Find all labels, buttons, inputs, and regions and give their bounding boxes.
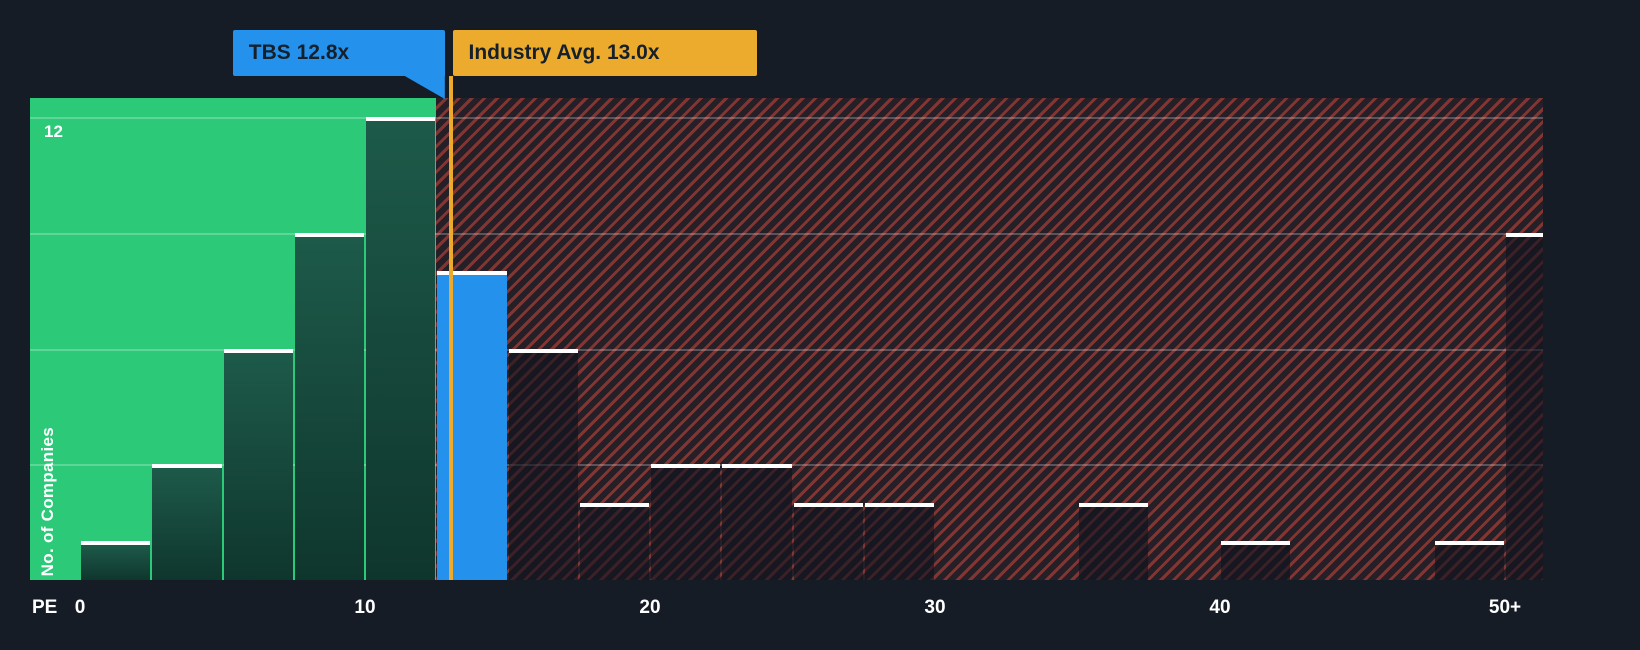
- histogram-bar-0[interactable]: [81, 541, 151, 580]
- x-axis-title: PE: [32, 597, 58, 618]
- y-axis-max-label: 12: [44, 122, 63, 141]
- histogram-bar-7.5[interactable]: [294, 232, 364, 580]
- x-tick-40: 40: [1209, 597, 1231, 618]
- x-tick-10: 10: [354, 597, 376, 618]
- histogram-bar-50[interactable]: [1506, 232, 1543, 580]
- histogram-bar-27.5[interactable]: [864, 502, 934, 580]
- industry-avg-marker-line: [448, 76, 453, 580]
- industry-avg-flag-label: Industry Avg. 13.0x: [468, 41, 660, 64]
- gridline-6: [30, 348, 1543, 351]
- plot-area: 12 No. of Companies: [30, 98, 1543, 580]
- x-tick-20: 20: [639, 597, 661, 618]
- histogram-bar-40[interactable]: [1221, 541, 1291, 580]
- gridline-9: [30, 232, 1543, 235]
- x-tick-50+: 50+: [1488, 597, 1522, 618]
- histogram-bar-15[interactable]: [508, 348, 578, 580]
- bars-layer: [30, 98, 1543, 580]
- industry-avg-flag: Industry Avg. 13.0x: [452, 30, 757, 76]
- histogram-bar-25[interactable]: [793, 502, 863, 580]
- histogram-bar-10[interactable]: [366, 117, 436, 580]
- x-tick-30: 30: [924, 597, 946, 618]
- histogram-bar-2.5[interactable]: [152, 464, 222, 580]
- histogram-bar-22.5[interactable]: [722, 464, 792, 580]
- histogram-bar-20[interactable]: [651, 464, 721, 580]
- histogram-bar-5[interactable]: [223, 348, 293, 580]
- histogram-bar-17.5[interactable]: [579, 502, 649, 580]
- company-pe-flag-label: TBS 12.8x: [248, 41, 350, 64]
- above-average-region: [436, 98, 1543, 580]
- histogram-bar-35[interactable]: [1078, 502, 1148, 580]
- histogram-bar-47.5[interactable]: [1434, 541, 1504, 580]
- x-tick-0: 0: [74, 597, 86, 618]
- x-axis: PE 0 10 20 30 40 50+: [0, 597, 1640, 627]
- company-pe-flag-pointer: [404, 76, 445, 99]
- y-axis-title: No. of Companies: [38, 426, 57, 576]
- company-pe-flag: TBS 12.8x: [232, 30, 445, 76]
- gridline-12: [30, 117, 1543, 119]
